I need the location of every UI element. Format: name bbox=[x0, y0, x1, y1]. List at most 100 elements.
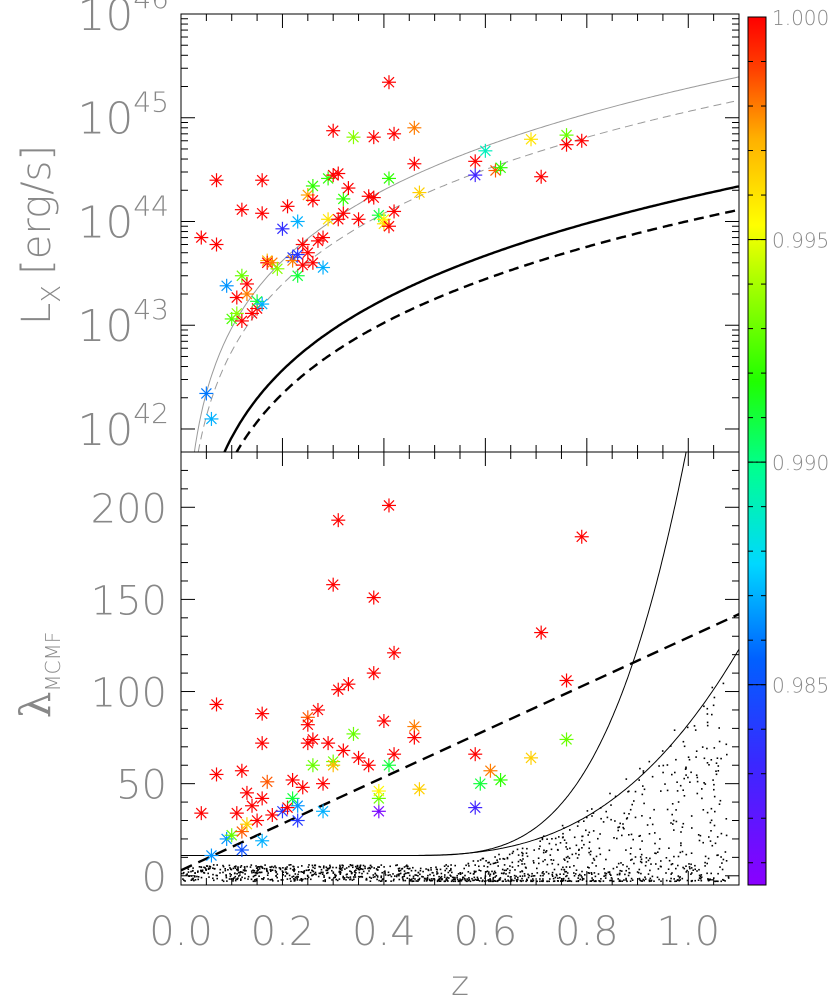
colorbar-gradient bbox=[747, 16, 767, 886]
lambda-data-point bbox=[326, 758, 341, 773]
x-tick-label: 0.4 bbox=[352, 909, 416, 955]
colorbar-tick-label: 0.985 bbox=[772, 674, 829, 698]
top-y-tick-label: 1042 bbox=[77, 397, 169, 456]
bottom-y-tick-label: 200 bbox=[91, 486, 167, 532]
lx-data-point bbox=[336, 206, 351, 221]
x-tick-label: 0.2 bbox=[251, 909, 315, 955]
top-y-tick-label: 1044 bbox=[77, 189, 169, 248]
lambda-data-point bbox=[245, 798, 260, 813]
lambda-data-point bbox=[371, 784, 386, 799]
lx-unit: [erg/s] bbox=[14, 145, 60, 275]
lx-limit-curve bbox=[193, 76, 739, 452]
lx-data-point bbox=[204, 411, 219, 426]
lambda-data-point bbox=[239, 817, 254, 832]
x-tick-label: 1.0 bbox=[656, 909, 720, 955]
lambda-data-point bbox=[265, 807, 280, 822]
lx-data-point bbox=[366, 190, 381, 205]
lambda-data-point bbox=[468, 747, 483, 762]
bottom-y-tick-label: 0 bbox=[142, 855, 167, 901]
svg-text:λMCMF: λMCMF bbox=[11, 632, 65, 719]
lambda-data-point bbox=[473, 776, 488, 791]
lx-data-point bbox=[255, 206, 270, 221]
lx-data-point bbox=[290, 214, 305, 229]
lambda-data-point bbox=[209, 767, 224, 782]
lx-data-point bbox=[366, 130, 381, 145]
lambda-data-point bbox=[534, 625, 549, 640]
bottom-frame bbox=[180, 451, 740, 886]
lambda-data-point bbox=[204, 848, 219, 863]
lambda-data-point bbox=[255, 736, 270, 751]
lambda-data-point bbox=[290, 798, 305, 813]
lambda-data-point bbox=[387, 645, 402, 660]
background-noise-dots bbox=[181, 682, 730, 883]
lx-data-point bbox=[300, 245, 315, 260]
luminosity-panel: 1042 1043 1044 1045 1046 LX [erg/s] bbox=[14, 0, 740, 456]
lambda-data-point bbox=[316, 776, 331, 791]
lx-data-point bbox=[574, 133, 589, 148]
x-axis-label: z bbox=[451, 964, 469, 1004]
lx-data-point bbox=[209, 237, 224, 252]
top-frame bbox=[180, 13, 740, 453]
lx-data-point bbox=[412, 185, 427, 200]
bottom-y-tick-label: 50 bbox=[116, 763, 167, 809]
lambda-data-point bbox=[285, 772, 300, 787]
lambda-data-point bbox=[468, 800, 483, 815]
lambda-data-point bbox=[483, 763, 498, 778]
richness-threshold-line bbox=[181, 613, 739, 872]
lambda-data-point bbox=[376, 714, 391, 729]
lambda-data-point bbox=[381, 498, 396, 513]
lambda-data-point bbox=[336, 743, 351, 758]
lambda-data-point bbox=[381, 758, 396, 773]
lx-data-point bbox=[559, 128, 574, 143]
lambda-data-point bbox=[341, 677, 356, 692]
top-y-axis-label: LX [erg/s] bbox=[14, 145, 67, 325]
lambda-data-point bbox=[331, 513, 346, 528]
lx-data-point bbox=[331, 166, 346, 181]
lx-data-point bbox=[290, 247, 305, 262]
lambda-data-point bbox=[229, 806, 244, 821]
lx-data-point bbox=[407, 156, 422, 171]
lambda-data-point bbox=[239, 785, 254, 800]
lx-data-point bbox=[559, 137, 574, 152]
lx-symbol: L bbox=[14, 303, 60, 325]
lx-data-point bbox=[234, 268, 249, 283]
lambda-data-point bbox=[412, 782, 427, 797]
lambda-data-point bbox=[255, 791, 270, 806]
detection-limit-curve bbox=[399, 648, 739, 856]
lx-data-point bbox=[224, 311, 239, 326]
lambda-data-point bbox=[305, 732, 320, 747]
lx-data-point bbox=[336, 191, 351, 206]
lambda-data-point bbox=[351, 750, 366, 765]
lambda-data-point bbox=[194, 806, 209, 821]
lx-data-point bbox=[209, 173, 224, 188]
lx-data-point bbox=[229, 290, 244, 305]
richness-panel: 0 50 100 150 200 0.0 0.2 0.4 0.6 0.8 1.0 λMCMF z bbox=[11, 451, 740, 1004]
lambda-data-point bbox=[493, 772, 508, 787]
lambda-data-point bbox=[250, 813, 265, 828]
lambda-data-point bbox=[407, 730, 422, 745]
lambda-subscript: MCMF bbox=[41, 632, 65, 692]
colorbar-tick-label: 0.995 bbox=[772, 229, 829, 253]
lambda-data-point bbox=[234, 763, 249, 778]
lx-data-point bbox=[295, 237, 310, 252]
lambda-symbol: λ bbox=[11, 692, 60, 719]
lx-data-point bbox=[229, 306, 244, 321]
lx-data-point bbox=[199, 386, 214, 401]
lambda-data-point bbox=[387, 747, 402, 762]
top-y-tick-label: 1046 bbox=[77, 0, 169, 41]
lx-data-point bbox=[534, 169, 549, 184]
lx-data-point bbox=[305, 178, 320, 193]
bottom-y-tick-label: 100 bbox=[91, 671, 167, 717]
colorbar-tick-label: 1.000 bbox=[772, 6, 829, 30]
bottom-y-tick-label: 150 bbox=[91, 578, 167, 624]
lx-data-point bbox=[468, 154, 483, 169]
lambda-data-point bbox=[234, 842, 249, 857]
lx-data-point bbox=[381, 75, 396, 90]
lambda-data-point bbox=[316, 804, 331, 819]
colorbar-tick-label: 0.990 bbox=[772, 451, 829, 475]
lambda-data-point bbox=[290, 813, 305, 828]
lambda-data-point bbox=[255, 833, 270, 848]
lx-data-point bbox=[255, 297, 270, 312]
lx-limit-curve bbox=[223, 185, 739, 452]
lx-data-point bbox=[387, 126, 402, 141]
